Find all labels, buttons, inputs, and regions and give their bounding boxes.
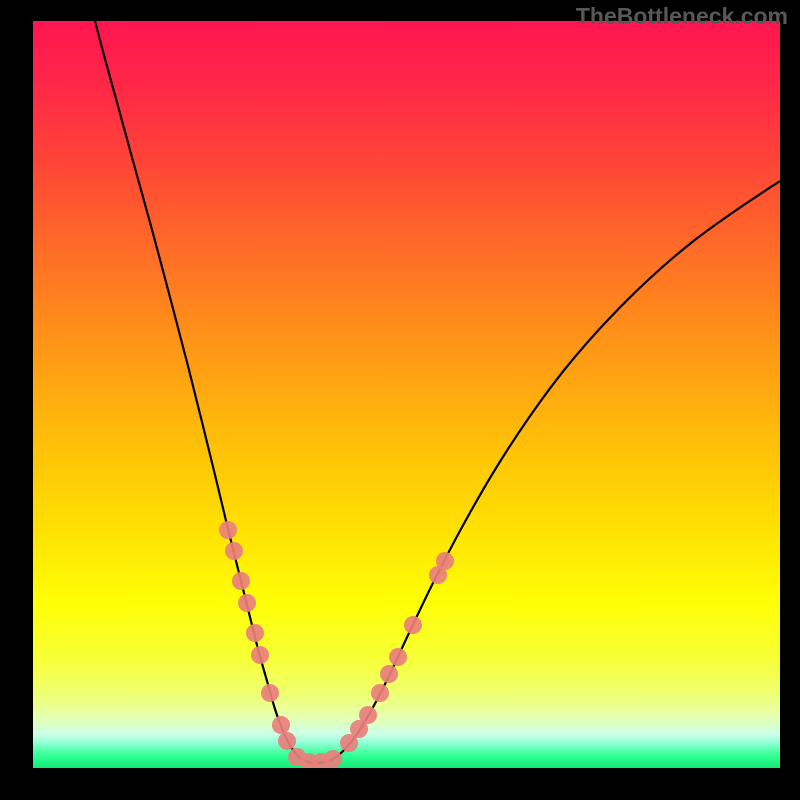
data-marker (278, 732, 296, 750)
data-marker (232, 572, 250, 590)
data-marker (219, 521, 237, 539)
data-marker (324, 750, 342, 768)
data-marker (246, 624, 264, 642)
data-marker (272, 716, 290, 734)
bottleneck-curve-chart (0, 0, 800, 800)
data-marker (389, 648, 407, 666)
data-marker (359, 706, 377, 724)
data-marker (261, 684, 279, 702)
data-marker (404, 616, 422, 634)
data-marker (238, 594, 256, 612)
watermark-text: TheBottleneck.com (576, 3, 788, 30)
data-marker (380, 665, 398, 683)
chart-container: TheBottleneck.com (0, 0, 800, 800)
data-marker (371, 684, 389, 702)
plot-area (33, 21, 780, 771)
data-marker (436, 552, 454, 570)
data-marker (225, 542, 243, 560)
data-marker (251, 646, 269, 664)
